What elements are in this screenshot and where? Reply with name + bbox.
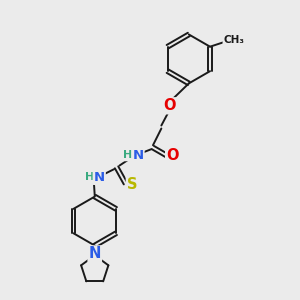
Text: O: O (163, 98, 176, 113)
Text: N: N (94, 171, 105, 184)
Text: S: S (127, 176, 137, 191)
Text: CH₃: CH₃ (224, 35, 244, 45)
Text: O: O (166, 148, 178, 164)
Text: H: H (85, 172, 94, 182)
Text: H: H (123, 150, 133, 161)
Text: N: N (133, 149, 144, 162)
Text: N: N (88, 246, 101, 261)
